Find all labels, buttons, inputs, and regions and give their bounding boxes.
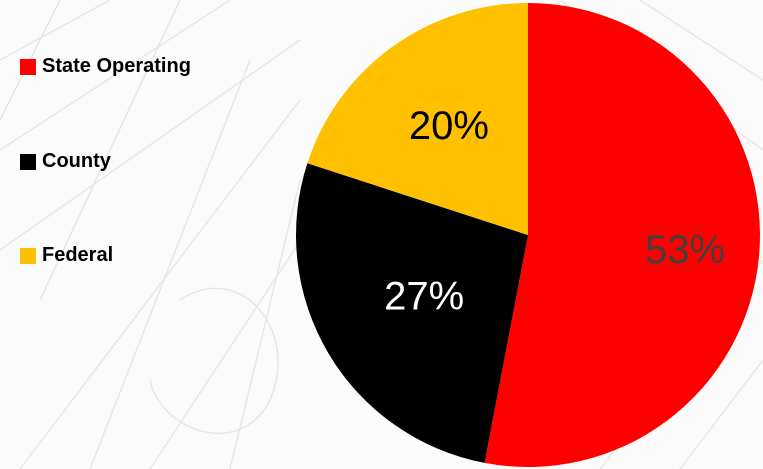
pie-slice-county xyxy=(296,163,528,463)
legend-swatch-county xyxy=(20,153,36,170)
data-label-federal: 20% xyxy=(409,104,489,148)
legend-item-county: County xyxy=(20,150,111,173)
data-label-state-operating: 53% xyxy=(645,228,725,272)
legend-item-federal: Federal xyxy=(20,244,113,267)
pie-slice-state-operating xyxy=(484,3,760,467)
legend-swatch-state-operating xyxy=(20,58,36,75)
legend-item-state-operating: State Operating xyxy=(20,55,191,78)
legend-label-state-operating: State Operating xyxy=(42,55,191,77)
pie-slice-federal xyxy=(307,3,528,235)
legend-swatch-federal xyxy=(20,247,36,264)
legend-label-county: County xyxy=(42,150,111,172)
legend-label-federal: Federal xyxy=(42,244,114,266)
data-label-county: 27% xyxy=(384,274,464,318)
